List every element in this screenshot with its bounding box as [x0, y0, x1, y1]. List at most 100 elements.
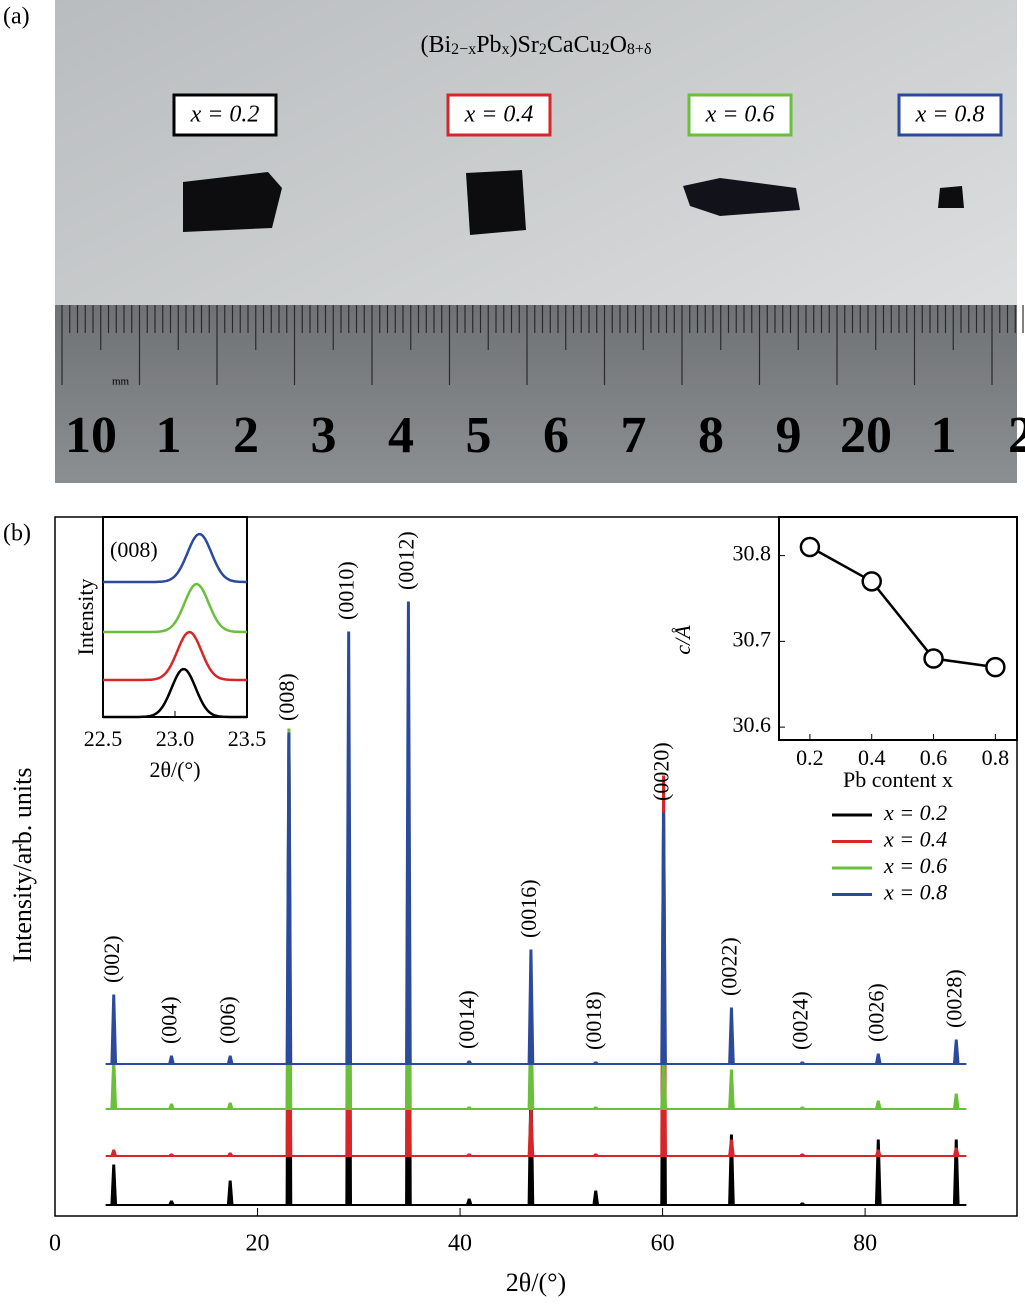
x-tick-label: 0.4 [858, 745, 886, 770]
peak [167, 1200, 176, 1206]
peak [592, 1190, 600, 1206]
ruler-label: 7 [621, 407, 647, 464]
ruler-label: 3 [311, 407, 337, 464]
peak [527, 949, 535, 1065]
peak [465, 1106, 474, 1110]
peak-label: (0026) [863, 983, 888, 1042]
x-tick-label: 80 [853, 1231, 877, 1257]
ruler-label: 6 [543, 407, 569, 464]
data-point [985, 656, 1006, 678]
x-tick-label: 0 [49, 1231, 61, 1257]
data-point [861, 571, 882, 592]
formula-part: 2−x [451, 41, 476, 58]
peak [798, 1061, 807, 1065]
sample-box [687, 93, 793, 137]
x-axis-label: 2θ/(°) [506, 1268, 566, 1297]
ruler-label: 20 [840, 407, 892, 464]
peak [465, 1153, 474, 1157]
peak-label: (0012) [393, 531, 418, 590]
y-axis-label: Intensity [73, 579, 98, 656]
profile-curve [103, 532, 247, 584]
sample-box [897, 93, 1003, 137]
data-point [799, 536, 821, 558]
formula-title: (Bi2−xPbx)Sr2CaCu2O8+δ [421, 32, 652, 59]
x-tick-label: 0.6 [920, 745, 948, 770]
panel-label: (a) [3, 4, 30, 30]
formula-part: CaCu [547, 32, 602, 58]
peak [110, 1164, 118, 1206]
peak [226, 1055, 234, 1065]
sample-labels: x = 0.2 x = 0.4 x = 0.6 x = 0.8 [172, 93, 1003, 137]
peak [285, 732, 293, 1065]
x-tick-label: 20 [246, 1231, 270, 1257]
annotation: (008) [110, 537, 158, 562]
peak [728, 1007, 735, 1065]
peak-label: (004) [156, 996, 181, 1044]
peak-label: (0022) [716, 937, 741, 996]
peak [226, 1180, 234, 1206]
ruler-label: 4 [388, 407, 414, 464]
sample-label: x = 0.4 [464, 102, 534, 128]
peak [798, 1153, 807, 1157]
x-tick-label: 40 [448, 1231, 472, 1257]
y-axis-label: c/Å [670, 625, 695, 655]
sample-label: x = 0.2 [190, 102, 260, 128]
peak-label: (0010) [334, 561, 359, 620]
peak-label: (0014) [454, 990, 479, 1049]
peak [465, 1060, 473, 1065]
data-line [809, 545, 996, 669]
formula-part: Pb [476, 32, 501, 58]
legend-label: x = 0.4 [883, 827, 947, 852]
formula-part: O [610, 32, 627, 58]
peak [110, 994, 118, 1065]
sample-box [446, 93, 552, 137]
ruler-label: 1 [931, 407, 957, 464]
peak [728, 1139, 735, 1157]
x-axis-label: 2θ/(°) [149, 757, 200, 782]
inset-frame [778, 516, 1018, 741]
peak-label: (002) [99, 935, 124, 983]
peak [591, 1153, 600, 1157]
x-tick-label: 23.5 [228, 726, 267, 751]
peak [952, 1039, 960, 1065]
panel-label: (b) [3, 521, 31, 547]
peak [167, 1055, 175, 1065]
peak [167, 1103, 176, 1110]
y-tick-label: 30.6 [733, 712, 772, 737]
peak [798, 1202, 807, 1206]
xrd-chart: 0 20 40 60 80 2θ/(°) Intensity/arb. units x = 0… [8, 516, 1018, 1297]
formula-part: 8+δ [627, 41, 652, 58]
legend-label: x = 0.6 [883, 853, 947, 878]
inset-frame [102, 516, 248, 718]
sample-crystal [938, 186, 964, 208]
profile-curve [103, 667, 247, 719]
x-tick-label: 0.2 [796, 745, 824, 770]
peak [952, 1147, 960, 1157]
peak [728, 1069, 735, 1110]
y-axis-label: Intensity/arb. units [8, 768, 37, 963]
ruler-label: 2 [1008, 407, 1025, 464]
sample-label: x = 0.8 [915, 102, 985, 128]
ruler-unit: mm [112, 376, 130, 388]
formula-part: 2 [539, 41, 547, 58]
peak-label: (0028) [941, 969, 966, 1028]
peak-label: (006) [215, 996, 240, 1044]
legend-label: x = 0.2 [883, 800, 947, 825]
sample-crystal [466, 170, 526, 235]
peak [465, 1198, 473, 1206]
sample-label: x = 0.6 [705, 102, 775, 128]
peak-label: (0024) [787, 991, 812, 1050]
ruler-label: 8 [698, 407, 724, 464]
y-tick-label: 30.7 [733, 626, 772, 651]
peak [952, 1093, 960, 1110]
x-axis-label: Pb content x [843, 767, 953, 792]
peak-label: (0018) [581, 991, 606, 1050]
sample-crystal [183, 172, 282, 232]
peak-label: (008) [274, 673, 299, 721]
sample-crystal [683, 178, 800, 216]
plot-area [105, 601, 967, 1206]
x-tick-label: 0.8 [982, 745, 1010, 770]
formula-part: (Bi [421, 32, 452, 58]
peak [345, 631, 353, 1065]
